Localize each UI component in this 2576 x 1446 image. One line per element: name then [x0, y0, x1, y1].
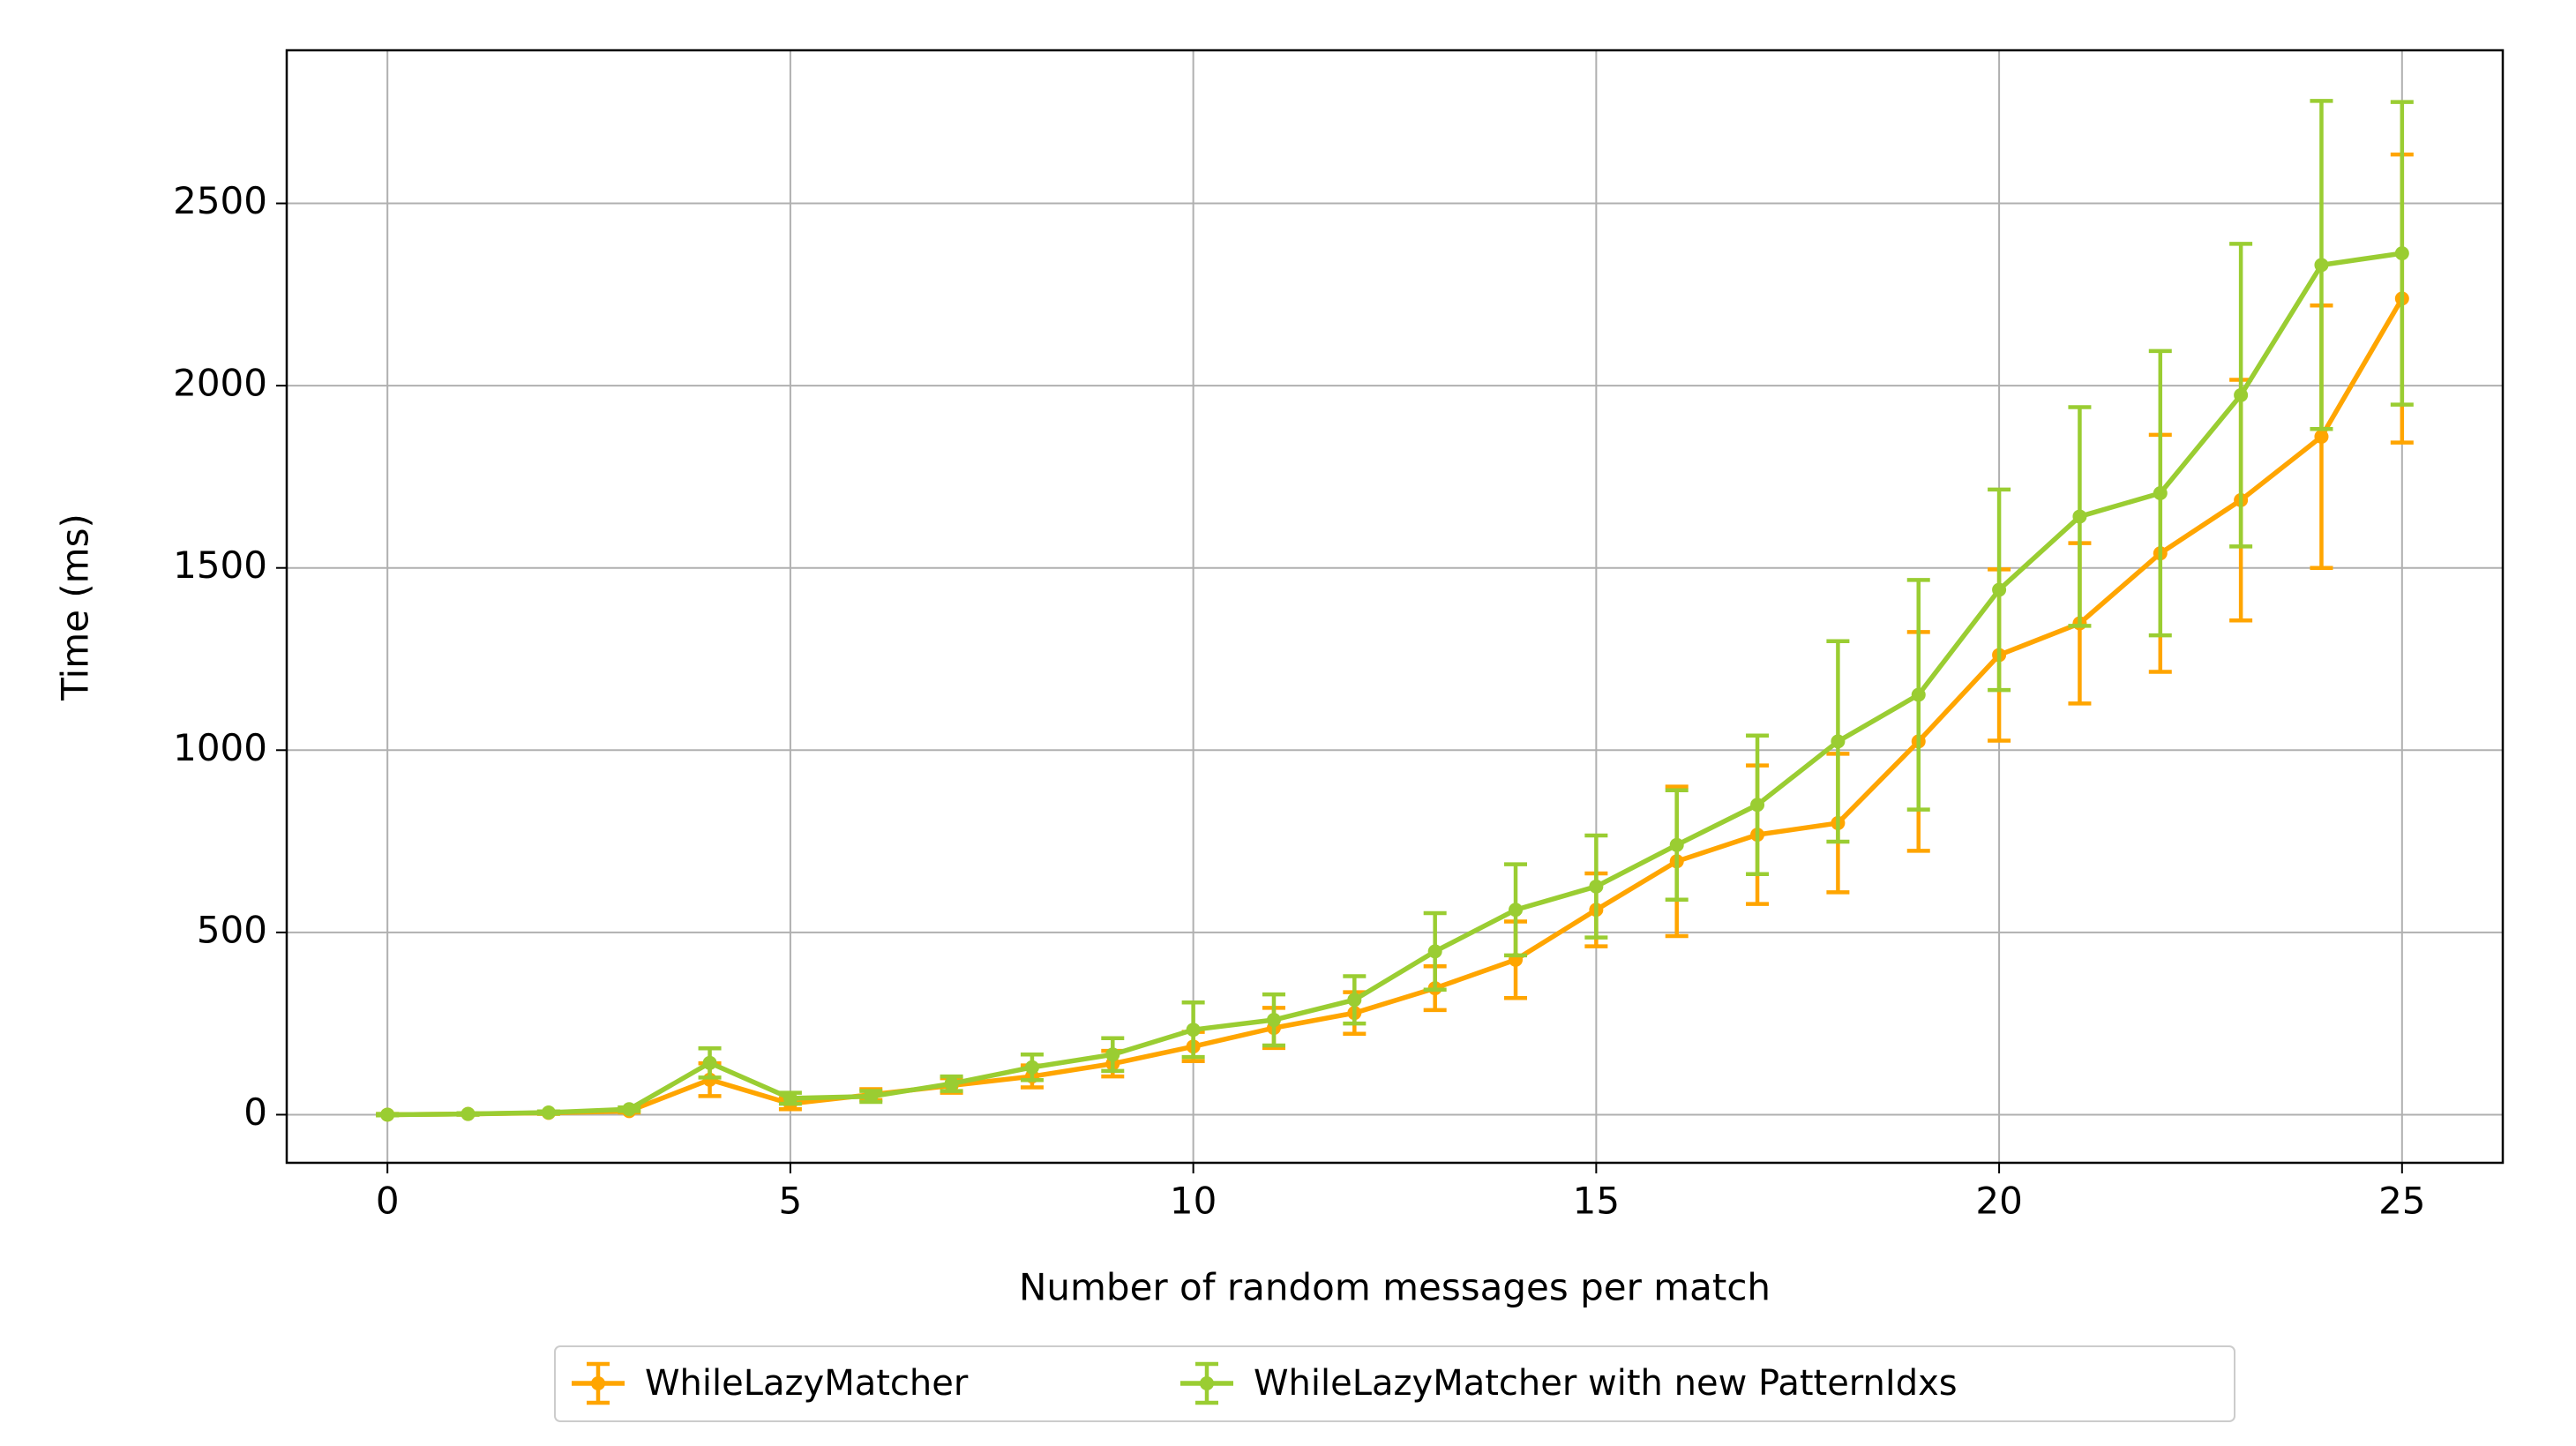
point — [864, 1089, 879, 1104]
point — [1347, 993, 1362, 1008]
y-tick-label: 2000 — [173, 362, 267, 405]
point — [1911, 687, 1926, 702]
point — [2234, 387, 2249, 402]
point — [1024, 1060, 1039, 1075]
x-axis-label: Number of random messages per match — [1019, 1266, 1771, 1309]
x-tick-label: 5 — [779, 1180, 803, 1223]
x-tick-label: 20 — [1975, 1180, 2022, 1223]
point — [2153, 486, 2168, 501]
point — [702, 1055, 717, 1070]
legend: WhileLazyMatcher WhileLazyMatcher with ne… — [572, 1361, 1958, 1405]
point — [622, 1102, 637, 1117]
legend-box — [554, 1345, 2235, 1422]
x-tick-label: 15 — [1573, 1180, 1620, 1223]
point — [783, 1090, 798, 1105]
point — [944, 1076, 959, 1091]
plot-area — [376, 99, 2414, 1122]
y-tick-label: 1000 — [173, 726, 267, 769]
point — [1266, 1013, 1281, 1028]
legend-label: WhileLazyMatcher — [645, 1363, 969, 1404]
y-tick-label: 0 — [243, 1090, 267, 1134]
point — [1589, 879, 1604, 894]
y-tick-label: 2500 — [173, 179, 267, 222]
plot-frame — [285, 49, 2505, 1165]
point — [1750, 798, 1765, 813]
point — [2314, 429, 2329, 444]
point — [1427, 944, 1442, 959]
legend-marker — [591, 1376, 605, 1390]
y-tick-label: 1500 — [173, 543, 267, 587]
point — [1509, 903, 1524, 918]
legend-marker — [1200, 1376, 1214, 1390]
point — [1186, 1023, 1201, 1038]
point — [2394, 246, 2409, 261]
point — [2072, 509, 2087, 524]
series-line — [387, 251, 2403, 1118]
x-tick-label: 25 — [2378, 1180, 2425, 1223]
point — [380, 1107, 395, 1122]
point — [1831, 734, 1846, 749]
x-tick-label: 0 — [376, 1180, 400, 1223]
y-tick-label: 500 — [197, 908, 267, 951]
series-line — [387, 296, 2405, 1118]
point — [541, 1105, 556, 1120]
legend-label: WhileLazyMatcher with new PatternIdxs — [1254, 1363, 1958, 1404]
point — [1105, 1047, 1120, 1062]
point — [1669, 837, 1684, 852]
y-axis-label: Time (ms) — [54, 513, 97, 701]
point — [2314, 258, 2329, 273]
point — [1992, 582, 2007, 597]
point — [461, 1106, 476, 1121]
x-tick-label: 10 — [1170, 1180, 1217, 1223]
